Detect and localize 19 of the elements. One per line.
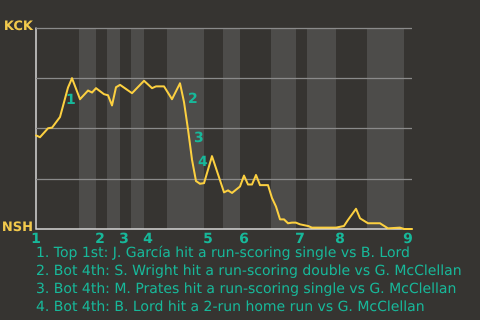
text: 4. Bot 4th: B. Lord hit a 2-run home run vs G. McClellan (36, 299, 425, 315)
text: 2. Bot 4th: S. Wright hit a run-scoring double vs G. McClellan (36, 263, 462, 279)
x-tick-label: 5 (203, 231, 213, 247)
x-tick-label: 2 (95, 231, 105, 247)
annotation: 4 (198, 154, 208, 170)
text: 1. Top 1st: J. García hit a run-scoring single vs B. Lord (36, 245, 410, 261)
annotation: 2 (188, 91, 198, 107)
text: NSH (2, 220, 33, 235)
x-tick-label: 6 (239, 231, 249, 247)
x-tick-label: 7 (295, 231, 305, 247)
annotation: 3 (194, 130, 204, 146)
x-tick-label: 4 (143, 231, 154, 247)
x-tick-label: 8 (335, 231, 345, 247)
x-tick-label: 3 (119, 231, 129, 247)
annotation: 1 (66, 92, 76, 108)
x-tick-label: 1 (31, 231, 41, 247)
text: 3. Bot 4th: M. Prates hit a run-scoring single vs G. McClellan (36, 281, 456, 297)
x-tick-label: 9 (403, 231, 413, 247)
text: KCK (4, 19, 34, 34)
